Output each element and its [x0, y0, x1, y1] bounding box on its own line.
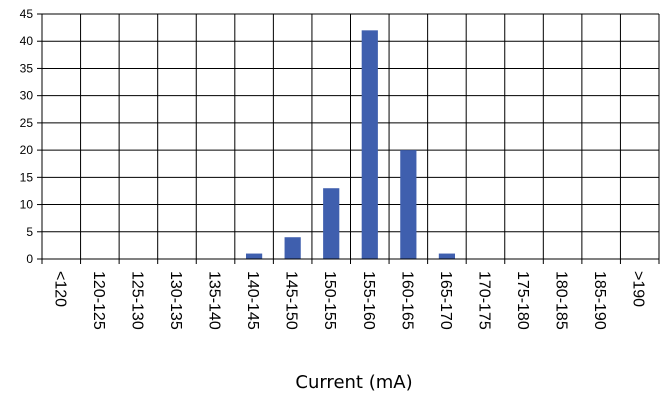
x-tick-label: 185-190 — [591, 271, 608, 330]
x-tick-label: 155-160 — [360, 271, 377, 330]
y-tick-label: 0 — [26, 252, 33, 266]
bar — [438, 253, 456, 259]
x-tick-label: 170-175 — [475, 271, 492, 330]
x-tick-label: 120-125 — [90, 271, 107, 330]
x-tick-label: 135-140 — [206, 271, 223, 330]
y-tick-label: 5 — [26, 225, 33, 239]
y-tick-label: 25 — [20, 116, 34, 130]
x-tick-label: 130-135 — [167, 271, 184, 330]
y-tick-label: 35 — [20, 61, 34, 75]
y-tick-label: 40 — [20, 34, 34, 48]
x-tick-label: 125-130 — [128, 271, 145, 330]
bar — [361, 30, 378, 260]
bar-layer — [245, 30, 456, 260]
y-tick-label: 30 — [20, 89, 34, 103]
axis-layer — [37, 13, 660, 264]
y-tick-label: 15 — [20, 170, 34, 184]
y-tick-labels: 0 5 10 15 20 25 30 35 40 45 — [20, 7, 34, 266]
y-tick-label: 10 — [20, 198, 34, 212]
x-tick-label: 180-185 — [553, 271, 570, 330]
x-tick-label: 140-145 — [244, 271, 261, 330]
x-tick-label: 160-165 — [398, 271, 415, 330]
x-tick-label: >190 — [630, 271, 647, 307]
x-tick-labels: <120 120-125 125-130 130-135 135-140 140-145 1… — [51, 271, 646, 330]
bar — [323, 188, 340, 259]
bar — [245, 253, 263, 259]
y-tick-label: 20 — [20, 143, 34, 157]
bar — [284, 237, 301, 259]
x-tick-label: 165-170 — [437, 271, 454, 330]
x-axis-title: Current (mA) — [295, 372, 412, 393]
x-tick-label: <120 — [51, 271, 68, 307]
x-tick-label: 175-180 — [514, 271, 531, 330]
grid-layer — [41, 13, 660, 260]
y-tick-label: 45 — [20, 7, 34, 21]
bar — [400, 150, 417, 259]
x-tick-label: 145-150 — [283, 271, 300, 330]
x-tick-label: 150-155 — [321, 271, 338, 330]
